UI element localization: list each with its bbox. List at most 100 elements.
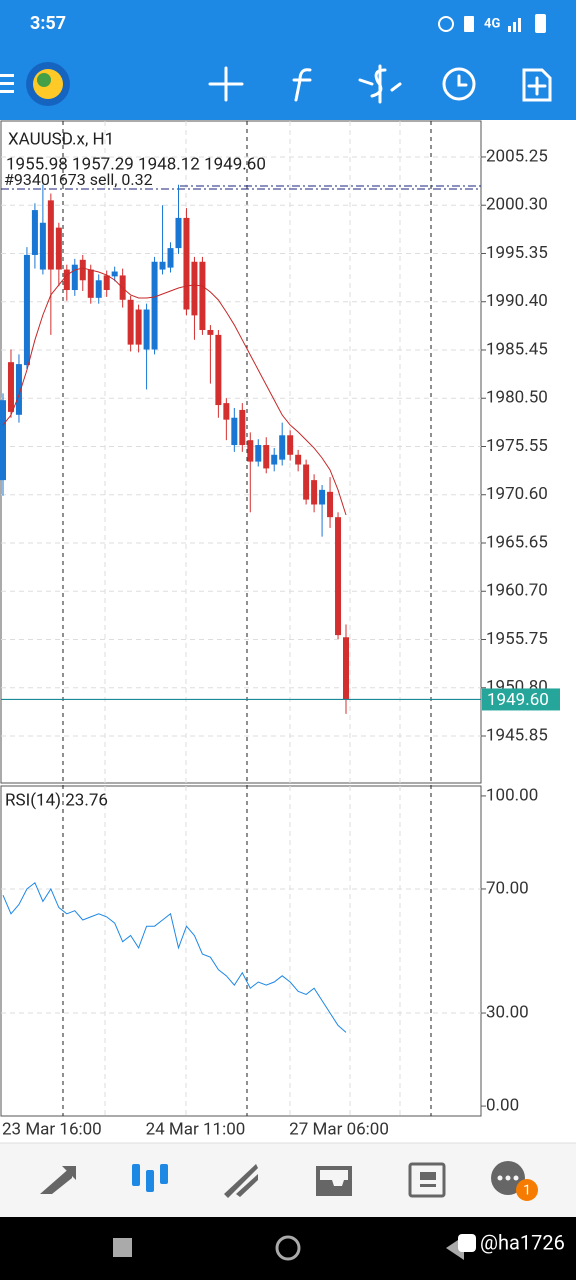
candle-body [143,309,150,350]
candle-body [255,445,262,462]
y-tick-label: 1970.60 [486,484,548,504]
y-tick-label: 1980.50 [486,388,548,408]
y-tick-label: 1965.65 [486,532,548,552]
news-tab[interactable] [408,1162,446,1198]
candle-body [7,362,14,412]
candle-body [71,264,78,291]
candle-body [303,464,310,500]
ohlc-header: 1955.98 1957.29 1948.12 1949.60 [6,154,266,174]
candle-body [311,480,318,505]
badge [516,1179,538,1201]
candle-body [167,248,174,268]
candle-body [215,334,222,406]
candle-body [231,417,238,446]
candle-body [87,269,94,298]
candle-body [103,275,110,291]
candle-body [151,261,158,350]
status-time: 3:57 [30,13,66,34]
x-tick-label: 23 Mar 16:00 [2,1119,102,1139]
order-annotation: #93401673 sell, 0.32 [4,170,153,189]
period-button[interactable] [442,67,476,101]
candle-body [55,227,62,270]
candle-body [343,637,350,700]
y-tick-label: 70.00 [486,878,529,898]
plot: 2005.25 2000.30 1995.35 1990.40 1985.45 1980.… [0,146,560,1139]
y-tick-label: 30.00 [486,1003,529,1023]
recents-button[interactable] [113,1238,132,1257]
menu-button[interactable] [0,74,14,93]
candle-body [39,222,46,270]
candle-body [0,400,6,481]
y-tick-label: 1985.45 [486,339,548,359]
y-tick-label: 1955.75 [486,629,548,649]
crosshair-button[interactable] [208,66,244,102]
candle-body [263,445,270,469]
x-tick-label: 27 Mar 06:00 [289,1119,389,1139]
rsi-panel [0,785,482,1117]
candle-body [223,403,230,420]
x-tick-label: 24 Mar 11:00 [146,1119,246,1139]
bottom-nav [0,1143,576,1217]
home-button[interactable] [275,1235,301,1261]
chart-title: XAUUSD.x, H1 [8,129,114,149]
badge-count: 1 [523,1183,531,1199]
y-tick-label: 1975.55 [486,436,548,456]
candle-body [95,280,102,298]
candle-body [191,261,198,316]
candle-body [271,454,278,465]
status-icons [438,14,546,33]
candle-body [319,489,326,505]
price-label-box [482,688,560,711]
candle-body [175,217,182,249]
history-tab[interactable] [316,1166,352,1196]
candle-body [47,200,54,270]
y-tick-label: 2000.30 [486,195,548,215]
candle-body [159,261,166,270]
candle-body [279,435,286,460]
indicators-button[interactable] [292,68,312,102]
vertical-grid [104,121,401,1116]
candle-body [31,210,38,255]
candle-body [15,364,22,415]
candle-body [79,259,86,281]
system-nav [0,1217,576,1280]
new-order-button[interactable] [522,68,552,102]
moving-average [2,267,347,516]
candle-body [287,435,294,455]
y-tick-label: 0.00 [486,1096,519,1116]
trade-button[interactable] [358,64,402,104]
candle-body [23,254,30,366]
candle-body [295,454,302,465]
trade-tab[interactable] [224,1164,258,1198]
network: 4G [484,16,500,31]
rsi-title: RSI(14) 23.76 [5,790,108,810]
rsi-line [2,881,347,1033]
y-tick-label: 1995.35 [486,243,548,263]
quotes-tab[interactable] [40,1166,76,1194]
logo[interactable] [26,62,70,106]
candle-body [127,299,134,345]
candle-body [335,517,342,636]
y-tick-label: 1990.40 [486,291,548,311]
y-tick-label: 1960.70 [486,581,548,601]
day-separators [62,121,432,1116]
price-label: 1949.60 [487,690,549,710]
candle-body [327,491,334,518]
chat-tab[interactable] [491,1161,525,1195]
y-tick-label: 100.00 [486,785,538,805]
app-bar [0,0,576,120]
watermark: @ha1726 [480,1230,565,1254]
candle-body [239,409,246,446]
candle-body [111,271,118,277]
candle-body [135,309,142,345]
chart-tab[interactable] [132,1164,168,1192]
candle-body [183,217,190,310]
facebook-icon [458,1234,476,1252]
price-panel [0,120,482,784]
candle-body [247,440,254,462]
y-tick-label: 2005.25 [486,146,548,166]
y-tick-label: 1945.85 [486,725,548,745]
candle-body [207,330,214,335]
